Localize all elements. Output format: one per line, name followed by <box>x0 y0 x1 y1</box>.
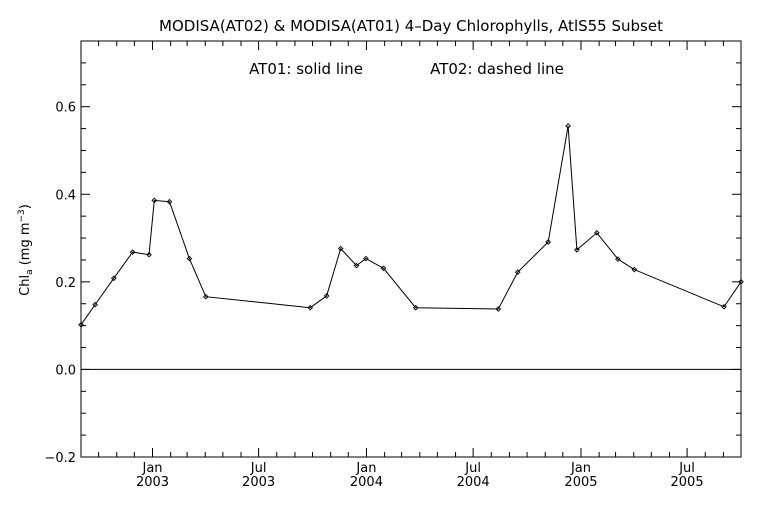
x-tick-year: 2004 <box>457 475 490 490</box>
x-tick-month: Jan <box>570 461 591 476</box>
data-point-marker <box>631 266 638 273</box>
y-axis-label: Chla (mg m−3) <box>17 204 35 296</box>
annotation-solid-line: AT01: solid line <box>249 60 363 78</box>
y-label-close: ) <box>18 204 33 209</box>
series-at01-line <box>80 125 742 326</box>
data-point-marker <box>202 293 209 300</box>
data-point-marker <box>380 265 387 272</box>
data-point-marker <box>495 306 502 312</box>
y-label-subscript: a <box>25 269 35 275</box>
data-point-marker <box>565 123 571 129</box>
x-tick-year: 2003 <box>242 475 275 490</box>
data-point-marker <box>615 256 621 262</box>
x-tick-month: Jul <box>464 461 481 476</box>
y-tick-labels: −0.2 0.0 0.2 0.4 0.6 <box>44 101 76 466</box>
x-tick-year: 2005 <box>564 475 597 490</box>
x-tick-year: 2005 <box>671 475 704 490</box>
data-point-marker <box>186 255 193 262</box>
x-tick-month: Jan <box>355 461 376 476</box>
data-point-marker <box>337 245 344 252</box>
y-tick-label: 0.6 <box>55 101 76 116</box>
data-point-marker <box>151 197 158 204</box>
chart-title: MODISA(AT02) & MODISA(AT01) 4–Day Chloro… <box>159 17 663 35</box>
data-point-marker <box>412 304 419 311</box>
data-point-marker <box>721 303 727 310</box>
plot-frame <box>80 40 742 458</box>
y-label-unit: (mg m <box>18 222 33 269</box>
x-tick-year: 2004 <box>350 475 383 490</box>
data-point-marker <box>363 255 369 262</box>
y-label-superscript: −3 <box>17 209 27 222</box>
series-at01-points <box>78 123 744 328</box>
x-tick-month: Jul <box>250 461 267 476</box>
data-point-marker <box>323 293 330 299</box>
y-label-main: Chl <box>18 275 33 296</box>
x-tick-month: Jul <box>678 461 695 476</box>
x-tick-labels: Jan2003Jul2003Jan2004Jul2004Jan2005Jul20… <box>136 461 704 490</box>
y-tick-label: 0.4 <box>55 188 76 203</box>
data-point-marker <box>146 251 152 258</box>
data-point-marker <box>514 269 521 276</box>
x-tick-year: 2003 <box>136 475 169 490</box>
x-tick-month: Jan <box>141 461 162 476</box>
data-point-marker <box>574 247 580 253</box>
y-tick-label: 0.0 <box>55 363 76 378</box>
data-point-marker <box>545 239 552 245</box>
data-point-marker <box>92 301 98 308</box>
data-point-marker <box>166 198 173 205</box>
data-point-marker <box>353 262 360 269</box>
data-point-marker <box>593 229 600 236</box>
y-tick-label: −0.2 <box>44 451 76 466</box>
data-point-marker <box>110 275 117 282</box>
data-point-marker <box>129 249 136 255</box>
y-tick-label: 0.2 <box>55 276 76 291</box>
data-point-marker <box>307 304 314 311</box>
annotation-dashed-line: AT02: dashed line <box>430 60 564 78</box>
